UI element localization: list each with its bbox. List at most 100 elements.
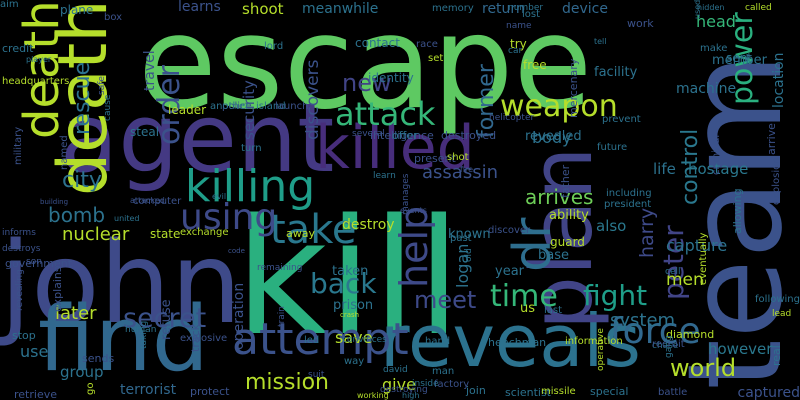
cloud-word: body bbox=[532, 128, 572, 147]
cloud-word: later bbox=[55, 303, 97, 324]
cloud-word: police bbox=[222, 101, 252, 112]
cloud-word: high bbox=[402, 391, 420, 400]
cloud-word: attacked bbox=[130, 196, 165, 205]
cloud-word: aim bbox=[0, 0, 19, 10]
cloud-word: ability bbox=[549, 208, 589, 223]
cloud-word: stop bbox=[12, 329, 36, 342]
cloud-word: building bbox=[40, 198, 69, 206]
cloud-word: president bbox=[604, 199, 652, 210]
cloud-word: refuse bbox=[159, 299, 174, 340]
cloud-word: fight bbox=[583, 279, 648, 312]
cloud-word: computer bbox=[133, 196, 182, 207]
cloud-word: arrives bbox=[525, 185, 594, 209]
cloud-word: kill bbox=[235, 184, 462, 371]
cloud-word: assassin bbox=[422, 162, 498, 183]
cloud-word: steal bbox=[130, 125, 160, 139]
cloud-word: escape bbox=[138, 0, 593, 138]
cloud-word: head bbox=[696, 12, 736, 31]
cloud-word: give bbox=[382, 375, 416, 394]
cloud-word: used bbox=[693, 0, 702, 20]
cloud-word: real bbox=[770, 345, 783, 366]
cloud-word: present bbox=[414, 152, 456, 165]
cloud-word: explains bbox=[51, 266, 64, 312]
cloud-word: allowing bbox=[731, 188, 744, 234]
cloud-word: discovers bbox=[303, 59, 323, 140]
cloud-word: member bbox=[712, 53, 767, 68]
cloud-word: take bbox=[270, 207, 357, 253]
cloud-word: cause bbox=[103, 94, 113, 121]
cloud-word: prison bbox=[333, 298, 374, 313]
cloud-word: go bbox=[85, 382, 96, 395]
cloud-word: box bbox=[104, 12, 123, 23]
cloud-word: base bbox=[538, 248, 569, 263]
cloud-word: son bbox=[26, 257, 42, 267]
cloud-word: chase bbox=[652, 341, 679, 351]
cloud-word: guard bbox=[550, 235, 585, 249]
cloud-word: lost bbox=[522, 9, 541, 20]
cloud-word: travel bbox=[142, 50, 158, 91]
cloud-word: death bbox=[14, 0, 70, 139]
cloud-word: using bbox=[180, 197, 278, 238]
cloud-word: destroy bbox=[342, 217, 395, 233]
cloud-word: device bbox=[562, 1, 608, 17]
cloud-word: tell bbox=[594, 37, 607, 46]
cloud-word: scientist bbox=[505, 386, 551, 399]
cloud-word: father bbox=[559, 164, 572, 198]
cloud-word: shot bbox=[447, 152, 469, 163]
cloud-word: name bbox=[506, 21, 532, 31]
cloud-word: world bbox=[670, 354, 737, 382]
cloud-word: try bbox=[510, 37, 527, 51]
cloud-word: mercenary bbox=[567, 58, 580, 118]
cloud-word: old bbox=[464, 248, 474, 262]
cloud-word: taken bbox=[332, 264, 369, 279]
cloud-word: harry bbox=[636, 207, 658, 258]
cloud-word: sent bbox=[726, 51, 752, 65]
cloud-word: number bbox=[508, 3, 544, 13]
cloud-word: retrieve bbox=[14, 388, 57, 400]
cloud-word: however bbox=[708, 340, 773, 358]
cloud-word: special bbox=[590, 385, 629, 398]
cloud-word: memory bbox=[432, 3, 474, 14]
cloud-word: informs bbox=[2, 228, 36, 238]
cloud-word: missile bbox=[541, 386, 576, 397]
cloud-word: train bbox=[277, 306, 287, 327]
cloud-word: revealed bbox=[525, 129, 582, 144]
cloud-word: machine bbox=[676, 81, 737, 97]
cloud-word: battle bbox=[658, 387, 688, 398]
cloud-word: work bbox=[627, 17, 654, 30]
cloud-word: past bbox=[450, 233, 472, 244]
cloud-word: meanwhile bbox=[302, 1, 379, 17]
cloud-word: known bbox=[448, 227, 491, 242]
cloud-word: facility bbox=[594, 65, 638, 80]
cloud-word: former bbox=[474, 64, 499, 138]
cloud-word: recruit bbox=[652, 339, 685, 350]
cloud-word: nuclear bbox=[62, 224, 130, 245]
cloud-word: united bbox=[114, 214, 140, 223]
cloud-word: terrorist bbox=[120, 382, 177, 398]
cloud-word: life bbox=[653, 160, 676, 178]
cloud-word: turn bbox=[241, 143, 262, 154]
cloud-word: mission bbox=[245, 370, 329, 395]
cloud-word: working bbox=[357, 391, 389, 400]
cloud-word: help bbox=[392, 205, 436, 288]
cloud-word: sends bbox=[82, 352, 115, 365]
cloud-word: contact bbox=[355, 36, 400, 50]
cloud-word: exchange bbox=[180, 227, 229, 238]
cloud-word: explosion bbox=[771, 157, 782, 205]
cloud-word: plane bbox=[60, 3, 94, 17]
cloud-word: city bbox=[62, 168, 102, 193]
cloud-word: capture bbox=[666, 236, 728, 255]
cloud-word: government bbox=[5, 257, 73, 270]
cloud-word: following bbox=[755, 294, 800, 305]
cloud-word: men bbox=[666, 270, 704, 290]
cloud-word: group bbox=[60, 363, 104, 381]
cloud-word: car bbox=[508, 46, 523, 56]
cloud-word: state bbox=[150, 227, 181, 241]
cloud-word: another bbox=[210, 101, 250, 112]
cloud-word: destroyed bbox=[441, 129, 497, 142]
cloud-word: henchman bbox=[488, 336, 547, 349]
cloud-word: attempt bbox=[232, 314, 409, 365]
cloud-word: captured bbox=[737, 385, 800, 400]
cloud-word: named bbox=[59, 135, 70, 170]
